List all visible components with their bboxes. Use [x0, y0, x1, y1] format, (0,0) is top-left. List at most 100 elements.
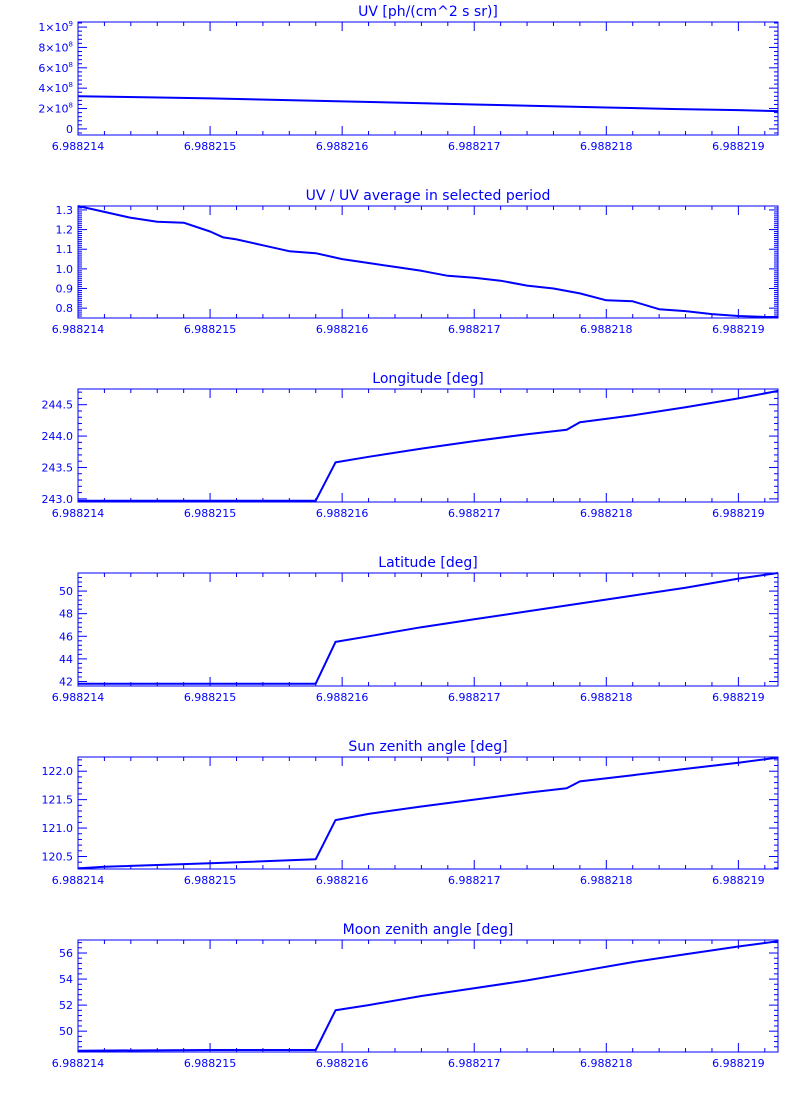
x-tick-label: 6.988216 [316, 507, 369, 520]
x-tick-label: 6.988216 [316, 140, 369, 153]
chart-panel-5: Sun zenith angle [deg] 6.988214 6.988215 6.… [42, 739, 779, 887]
x-tick-label: 6.988215 [184, 691, 237, 704]
chart-title: UV [ph/(cm^2 s sr)] [358, 4, 498, 20]
x-tick-label: 6.988214 [52, 691, 105, 704]
x-tick-label: 6.988215 [184, 1057, 237, 1070]
series-line [77, 940, 779, 1052]
x-tick-label: 6.988217 [448, 874, 501, 887]
y-tick-label: 1.0 [56, 263, 74, 276]
series-line [78, 389, 779, 502]
y-tick-mantissa: 4×10 [38, 82, 68, 95]
y-tick-label: 42 [59, 675, 73, 688]
y-tick-exponent: 9 [69, 20, 73, 28]
x-tick-label: 6.988218 [580, 140, 633, 153]
series-line [77, 95, 779, 113]
x-tick-label: 6.988217 [448, 507, 501, 520]
y-tick-label: 6×108 [38, 61, 73, 75]
x-tick-label: 6.988217 [448, 323, 501, 336]
y-tick-label: 243.5 [42, 461, 74, 474]
x-tick-label: 6.988217 [448, 1057, 501, 1070]
series-line [77, 756, 779, 870]
chart-panel-6: Moon zenith angle [deg] 6.988214 6.988215 6… [52, 922, 779, 1070]
y-tick-label: 244.0 [42, 430, 74, 443]
plot-frame [77, 756, 779, 870]
y-tick-label: 54 [59, 973, 73, 986]
x-tick-label: 6.988214 [52, 1057, 105, 1070]
x-tick-label: 6.988219 [712, 691, 765, 704]
y-tick-mantissa: 2×10 [38, 103, 68, 116]
x-tick-label: 6.988215 [184, 140, 237, 153]
y-tick-exponent: 8 [69, 102, 73, 110]
x-tick-label: 6.988219 [712, 1057, 765, 1070]
chart-panel-1: UV [ph/(cm^2 s sr)] 6.988214 6.988215 6.988… [38, 4, 779, 153]
y-tick-mantissa: 6×10 [38, 62, 68, 75]
x-tick-label: 6.988217 [448, 140, 501, 153]
chart-title: Longitude [deg] [372, 371, 483, 387]
y-tick-label: 44 [59, 653, 73, 666]
chart-title: Latitude [deg] [378, 555, 477, 571]
x-tick-label: 6.988216 [316, 323, 369, 336]
y-tick-label: 0.8 [56, 302, 74, 315]
x-tick-label: 6.988216 [316, 691, 369, 704]
y-tick-label: 50 [59, 1025, 73, 1038]
y-tick-label: 4×108 [38, 81, 73, 95]
chart-panel-2: UV / UV average in selected period 6.9882… [52, 188, 779, 336]
y-tick-label: 0 [66, 123, 73, 136]
plot-frame [77, 939, 779, 1053]
x-tick-label: 6.988217 [448, 691, 501, 704]
x-tick-label: 6.988218 [580, 874, 633, 887]
chart-panel-3: Longitude [deg] 6.988214 6.988215 6.988216 6… [42, 371, 779, 520]
x-tick-label: 6.988214 [52, 874, 105, 887]
x-tick-label: 6.988214 [52, 323, 105, 336]
plot-frame [77, 388, 779, 503]
y-tick-mantissa: 1×10 [38, 21, 68, 34]
y-tick-exponent: 8 [69, 61, 73, 69]
chart-panel-4: Latitude [deg] 6.988214 6.988215 6.988216 6.… [52, 555, 779, 704]
y-tick-label: 122.0 [42, 765, 74, 778]
x-tick-label: 6.988218 [580, 1057, 633, 1070]
x-tick-label: 6.988216 [316, 874, 369, 887]
x-tick-label: 6.988219 [712, 507, 765, 520]
series-line [77, 205, 778, 318]
x-tick-label: 6.988219 [712, 323, 765, 336]
chart-title: Sun zenith angle [deg] [348, 739, 507, 755]
x-tick-label: 6.988214 [52, 507, 105, 520]
y-tick-label: 56 [59, 947, 73, 960]
x-tick-label: 6.988215 [184, 874, 237, 887]
y-tick-mantissa: 8×10 [38, 41, 68, 54]
y-tick-label: 2×108 [38, 102, 73, 116]
x-tick-label: 6.988218 [580, 691, 633, 704]
y-tick-label: 52 [59, 999, 73, 1012]
y-tick-label: 1.2 [56, 224, 74, 237]
x-tick-label: 6.988215 [184, 323, 237, 336]
y-tick-mantissa: 0 [66, 123, 73, 136]
plot-frame [77, 205, 779, 319]
x-tick-label: 6.988215 [184, 507, 237, 520]
y-tick-label: 50 [59, 585, 73, 598]
x-tick-label: 6.988218 [580, 323, 633, 336]
y-tick-exponent: 8 [69, 81, 73, 89]
y-tick-label: 243.0 [42, 493, 74, 506]
y-tick-label: 1×109 [38, 20, 73, 34]
x-tick-label: 6.988219 [712, 874, 765, 887]
y-tick-label: 0.9 [56, 283, 74, 296]
series-line [78, 572, 779, 685]
x-tick-label: 6.988214 [52, 140, 105, 153]
chart-title: Moon zenith angle [deg] [343, 922, 514, 938]
x-tick-label: 6.988216 [316, 1057, 369, 1070]
chart-title: UV / UV average in selected period [306, 188, 551, 204]
plot-frame [77, 21, 779, 136]
y-tick-label: 1.3 [56, 204, 74, 217]
y-tick-label: 121.0 [42, 822, 74, 835]
y-tick-label: 8×108 [38, 40, 73, 54]
y-tick-label: 120.5 [42, 850, 74, 863]
x-tick-label: 6.988219 [712, 140, 765, 153]
y-tick-label: 244.5 [42, 399, 74, 412]
y-tick-label: 121.5 [42, 794, 74, 807]
y-tick-label: 46 [59, 630, 73, 643]
y-tick-exponent: 8 [69, 40, 73, 48]
y-tick-label: 1.1 [56, 243, 74, 256]
plot-frame [77, 572, 779, 687]
x-tick-label: 6.988218 [580, 507, 633, 520]
